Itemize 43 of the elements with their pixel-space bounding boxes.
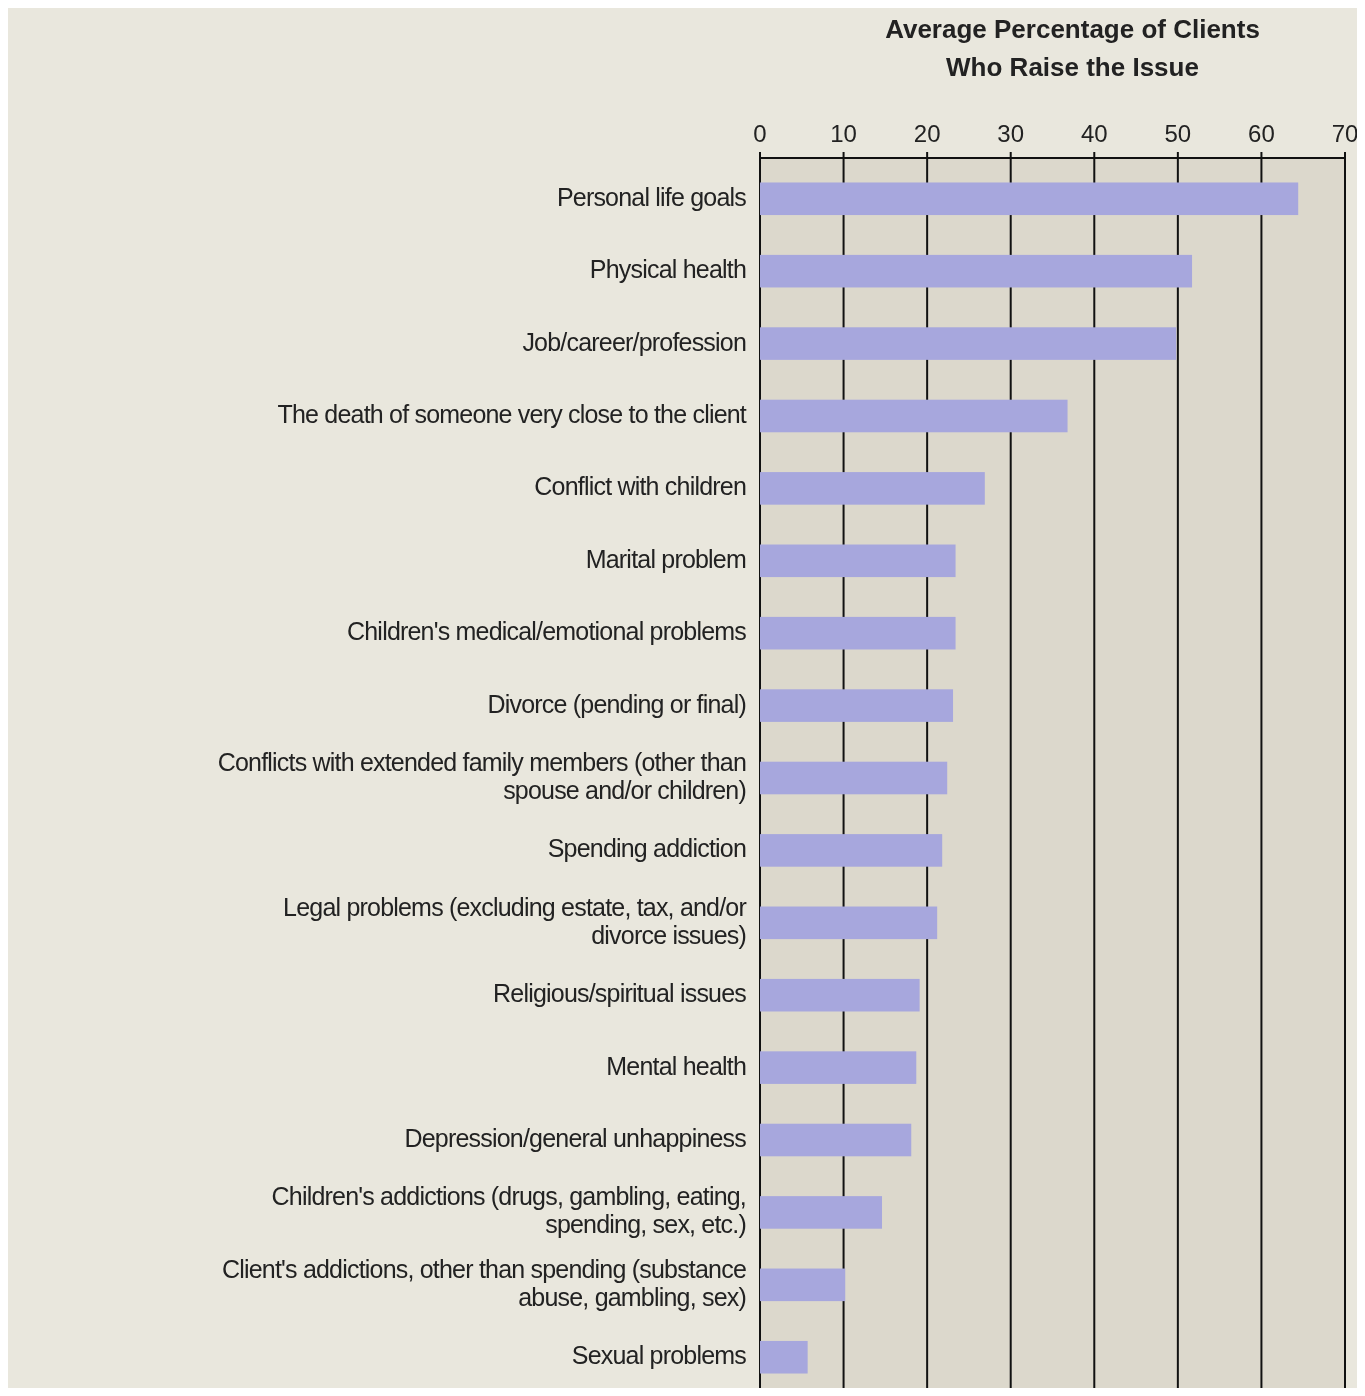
x-tick-label: 70 [1331, 120, 1359, 147]
y-tick-label: Children's medical/emotional problems [347, 616, 747, 645]
bar [760, 1340, 808, 1374]
y-tick-label: Physical health [589, 254, 746, 283]
bar [760, 689, 954, 722]
y-tick-label: Marital problem [585, 544, 746, 573]
bar [760, 1051, 917, 1084]
y-tick-label: Divorce (pending or final) [487, 689, 746, 718]
y-tick-label: Conflicts with extended family members (other than spouse and/or children) [217, 747, 746, 804]
bar [760, 1268, 846, 1302]
y-tick-label: Client's addictions, other than spending (substance abuse, gambling, sex) [221, 1254, 746, 1311]
bar [760, 761, 948, 795]
bar [760, 1196, 883, 1229]
y-tick-label: Conflict with children [534, 472, 746, 500]
bar [760, 472, 985, 505]
y-tick-label: Religious/spiritual issues [493, 978, 747, 1007]
y-tick-label: Depression/general unhappiness [404, 1123, 747, 1152]
x-tick-label: 20 [913, 120, 941, 147]
y-tick-label: Job/career/profession [522, 327, 746, 356]
bar [760, 327, 1177, 360]
bar [760, 906, 938, 940]
x-tick-label: 30 [997, 120, 1025, 147]
y-tick-label: Personal life goals [556, 182, 747, 211]
y-tick-label: Sexual problems [571, 1340, 747, 1369]
x-tick-label: 40 [1080, 120, 1108, 147]
bar [760, 182, 1299, 216]
bar [760, 544, 956, 578]
x-tick-label: 10 [830, 120, 857, 147]
bar [760, 399, 1068, 433]
bar [760, 1123, 912, 1157]
x-tick-label: 60 [1248, 120, 1275, 147]
y-tick-label: Children's addictions (drugs, gambling, eating, spending, sex, etc.) [271, 1182, 746, 1239]
bar [760, 834, 943, 867]
x-axis-title: Average Percentage of Clients Who Raise the Issue [885, 14, 1260, 82]
bar [760, 978, 920, 1012]
bar [760, 254, 1193, 288]
x-tick-label: 50 [1164, 120, 1192, 147]
y-tick-label: Spending addiction [547, 834, 746, 863]
bar [760, 616, 956, 650]
y-tick-label: Legal problems (excluding estate, tax, and/or divorce issues) [283, 892, 747, 949]
x-tick-label: 0 [753, 120, 767, 147]
y-tick-label: Mental health [606, 1051, 746, 1080]
y-tick-label: The death of someone very close to the client [277, 399, 747, 428]
